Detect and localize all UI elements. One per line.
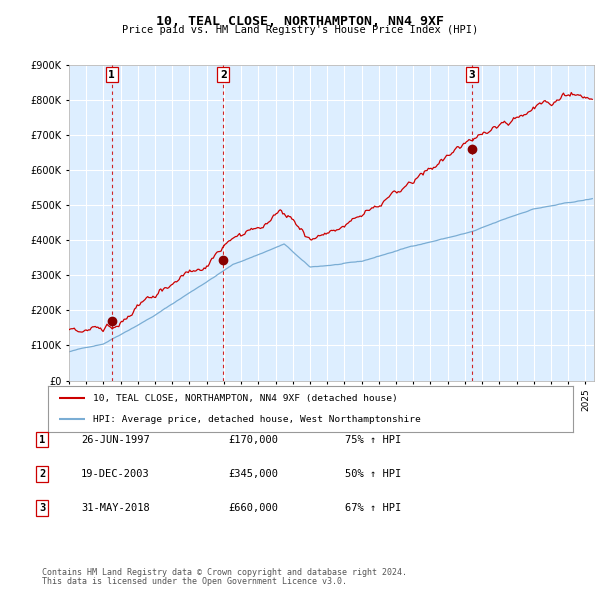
Text: 50% ↑ HPI: 50% ↑ HPI [345,469,401,478]
Text: 2: 2 [39,469,45,478]
Text: 3: 3 [469,70,475,80]
Text: 1: 1 [39,435,45,444]
Text: 75% ↑ HPI: 75% ↑ HPI [345,435,401,444]
Text: 31-MAY-2018: 31-MAY-2018 [81,503,150,513]
Text: This data is licensed under the Open Government Licence v3.0.: This data is licensed under the Open Gov… [42,577,347,586]
Text: £660,000: £660,000 [228,503,278,513]
Text: 3: 3 [39,503,45,513]
Text: £170,000: £170,000 [228,435,278,444]
Text: 19-DEC-2003: 19-DEC-2003 [81,469,150,478]
Text: HPI: Average price, detached house, West Northamptonshire: HPI: Average price, detached house, West… [92,415,421,424]
Text: 10, TEAL CLOSE, NORTHAMPTON, NN4 9XF: 10, TEAL CLOSE, NORTHAMPTON, NN4 9XF [156,15,444,28]
Text: Contains HM Land Registry data © Crown copyright and database right 2024.: Contains HM Land Registry data © Crown c… [42,568,407,576]
Text: 2: 2 [220,70,227,80]
Text: Price paid vs. HM Land Registry's House Price Index (HPI): Price paid vs. HM Land Registry's House … [122,25,478,35]
Text: 10, TEAL CLOSE, NORTHAMPTON, NN4 9XF (detached house): 10, TEAL CLOSE, NORTHAMPTON, NN4 9XF (de… [92,394,397,403]
Text: 1: 1 [109,70,115,80]
Text: 26-JUN-1997: 26-JUN-1997 [81,435,150,444]
Text: £345,000: £345,000 [228,469,278,478]
Text: 67% ↑ HPI: 67% ↑ HPI [345,503,401,513]
